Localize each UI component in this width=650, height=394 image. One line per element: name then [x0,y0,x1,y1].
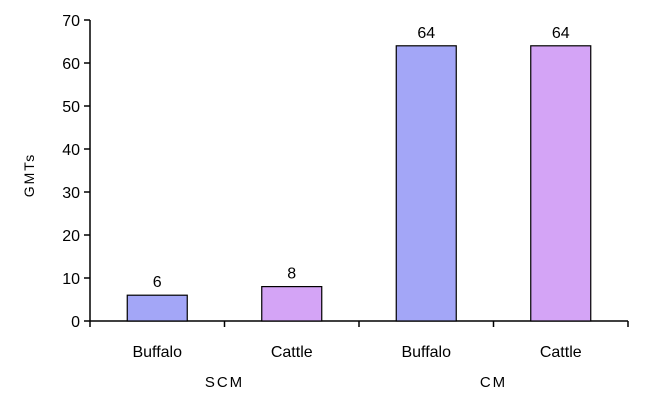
x-group-label: CM [480,374,507,391]
y-tick-label: 50 [62,99,80,116]
bar [261,286,323,322]
x-axis: Buffalo Cattle Buffalo Cattle SCM CM [89,320,629,391]
y-tick-label: 10 [62,271,80,288]
bar-value-label: 64 [552,25,570,42]
y-axis: 0 10 20 30 40 50 60 70 [62,13,91,331]
bar [395,45,457,322]
y-tick-label: 60 [62,56,80,73]
data-labels: 6 8 64 64 [153,25,570,291]
bars [126,45,592,322]
y-tick-label: 20 [62,228,80,245]
bar [530,45,592,322]
y-tick-label: 30 [62,185,80,202]
y-axis-title: GMTs [21,153,37,198]
x-category-label: Cattle [540,344,582,361]
y-tick-label: 40 [62,142,80,159]
x-category-label: Buffalo [401,344,451,361]
bar-value-label: 64 [417,25,435,42]
bar [126,294,188,322]
x-category-label: Buffalo [132,344,182,361]
y-tick-label: 70 [62,13,80,30]
x-category-label: Cattle [271,344,313,361]
y-tick-label: 0 [71,314,80,331]
x-group-label: SCM [205,374,244,391]
bar-value-label: 6 [153,274,162,291]
bar-value-label: 8 [287,266,296,283]
